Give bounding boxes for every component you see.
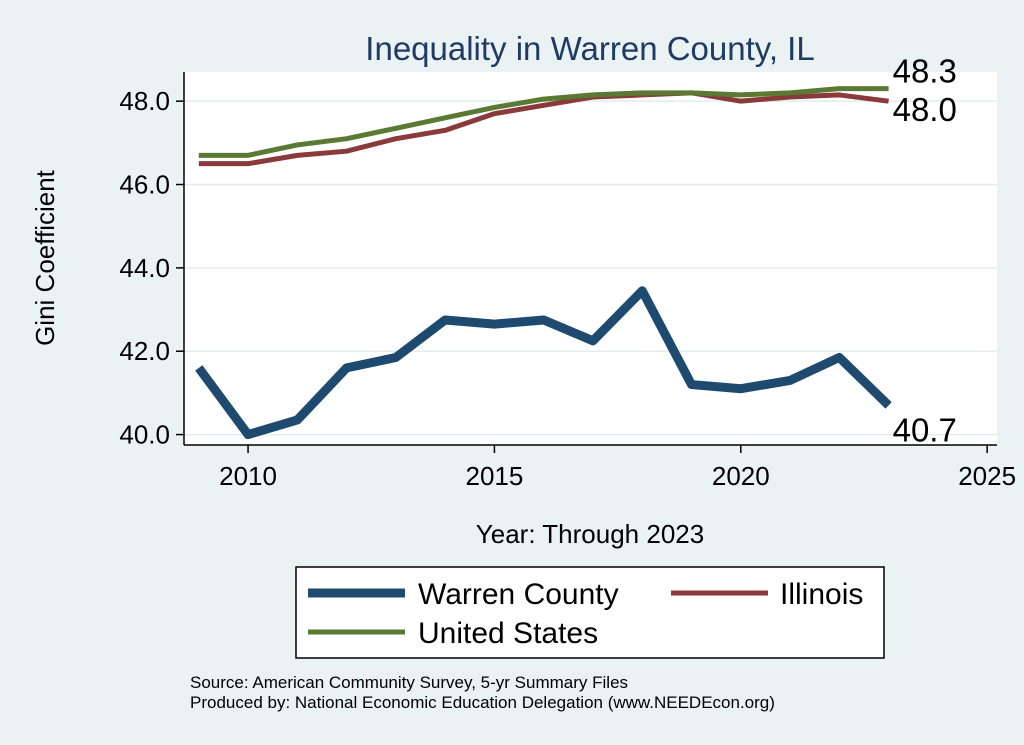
legend: Warren County Illinois United States [295, 566, 885, 659]
y-tick-label: 48.0 [119, 86, 170, 116]
end-labels: 40.7 48.048.3 [893, 53, 957, 449]
y-axis-title: Gini Coefficient [30, 169, 60, 346]
y-tick-label: 40.0 [119, 420, 170, 450]
end-label-illinois: 48.0 [893, 91, 957, 128]
series-line-united-states [198, 86, 889, 158]
series-group [195, 86, 892, 440]
x-tick-label: 2010 [219, 461, 277, 491]
chart-title: Inequality in Warren County, IL [365, 30, 814, 67]
y-tick-label: 44.0 [119, 253, 170, 283]
legend-label-illinois: Illinois [780, 578, 863, 611]
y-tick-label: 42.0 [119, 336, 170, 366]
source-line: Source: American Community Survey, 5-yr … [190, 673, 628, 692]
series-line-illinois [198, 90, 889, 167]
axes: 40.0 42.0 44.0 46.0 48.0 2010 2015 2020 2025 [119, 72, 1016, 491]
x-tick-label: 2015 [465, 461, 523, 491]
legend-box [295, 566, 885, 659]
x-tick-label: 2025 [958, 461, 1016, 491]
y-tick-label: 46.0 [119, 170, 170, 200]
x-tick-label: 2020 [712, 461, 770, 491]
end-label-united-states: 48.3 [893, 53, 957, 90]
legend-label-warren: Warren County [418, 578, 619, 611]
x-axis-title: Year: Through 2023 [476, 519, 704, 549]
gridlines [184, 100, 997, 436]
end-label-warren-county: 40.7 [893, 411, 957, 448]
legend-label-us: United States [418, 617, 598, 650]
series-line-warren-county [195, 286, 892, 440]
producer-line: Produced by: National Economic Education… [190, 693, 775, 712]
